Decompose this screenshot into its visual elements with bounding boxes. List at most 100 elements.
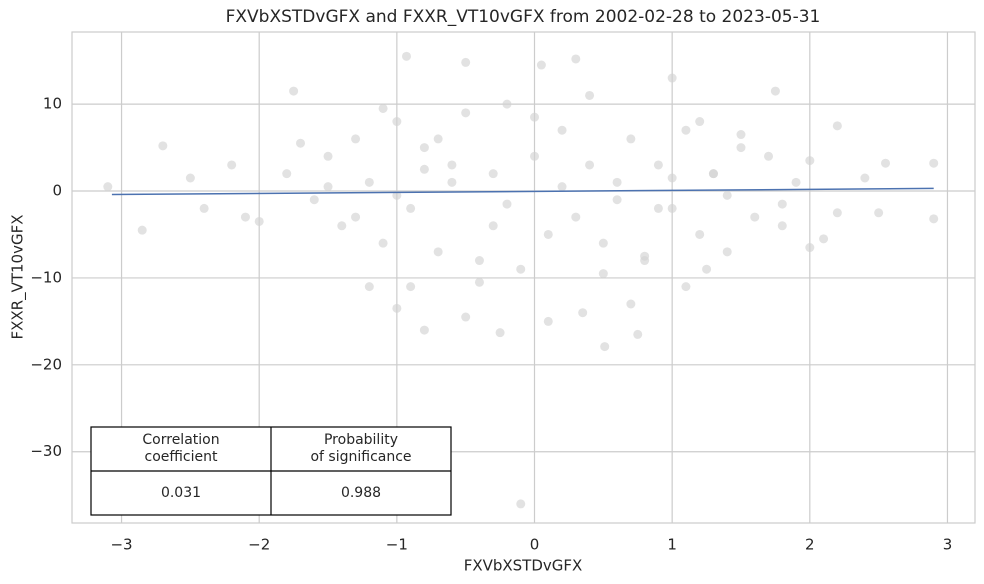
x-tick-label: 0 [530,536,540,554]
scatter-point [516,264,526,274]
scatter-point [708,169,718,179]
scatter-point [351,134,361,144]
y-tick-label: −30 [30,442,62,460]
scatter-point [378,103,388,113]
scatter-point [557,125,567,135]
scatter-point [227,160,237,170]
scatter-point [612,195,622,205]
scatter-point [571,212,581,222]
scatter-point [722,247,732,257]
scatter-point [282,169,292,179]
scatter-point [633,329,643,339]
scatter-point [406,203,416,213]
scatter-point [667,203,677,213]
scatter-point [805,243,815,253]
scatter-point [736,130,746,140]
scatter-point [419,325,429,335]
scatter-point [495,328,505,338]
scatter-point [419,143,429,153]
x-tick-label: 2 [805,536,815,554]
scatter-point [185,173,195,183]
scatter-point [695,117,705,127]
scatter-point [667,73,677,83]
x-tick-label: 1 [667,536,677,554]
table-header: Correlation [142,432,219,448]
y-tick-label: −10 [30,268,62,286]
scatter-point [392,117,402,127]
y-tick-label: −20 [30,355,62,373]
scatter-point [736,143,746,153]
scatter-point [401,51,411,61]
scatter-point [626,134,636,144]
table-value: 0.988 [341,485,381,501]
x-tick-label: −3 [110,536,132,554]
scatter-point [929,214,939,224]
scatter-point [543,229,553,239]
scatter-point [240,212,250,222]
scatter-point [557,182,567,192]
scatter-point [296,138,306,148]
scatter-point [289,86,299,96]
y-tick-label: 10 [43,95,62,113]
scatter-point [474,256,484,266]
scatter-point [791,177,801,187]
scatter-point [881,158,891,168]
scatter-point [600,342,610,352]
scatter-point [702,264,712,274]
scatter-point [536,60,546,70]
scatter-point [750,212,760,222]
scatter-point [447,160,457,170]
scatter-point [337,221,347,231]
scatter-point [254,216,264,226]
scatter-point [640,251,650,261]
scatter-point [502,99,512,109]
scatter-point [667,173,677,183]
scatter-point [722,190,732,200]
scatter-point [433,134,443,144]
scatter-point [543,316,553,326]
scatter-point [351,212,361,222]
scatter-point [530,112,540,122]
scatter-point [598,269,608,279]
scatter-point [488,221,498,231]
scatter-point [681,125,691,135]
scatter-point [502,199,512,209]
x-tick-label: −2 [248,536,270,554]
scatter-point [461,312,471,322]
regression-line [111,187,934,196]
scatter-point [516,499,526,509]
scatter-point [585,160,595,170]
scatter-point [323,182,333,192]
scatter-point [805,156,815,166]
table-header: of significance [310,449,411,465]
scatter-point [419,164,429,174]
scatter-point [103,182,113,192]
x-tick-label: −1 [386,536,408,554]
scatter-point [598,238,608,248]
scatter-point [626,299,636,309]
scatter-point [199,203,209,213]
scatter-point [578,308,588,318]
scatter-point [874,208,884,218]
scatter-point [571,54,581,64]
plot-frame [71,31,976,524]
x-axis-label: FXVbXSTDvGFX [464,557,583,575]
scatter-point [158,141,168,151]
scatter-point [309,195,319,205]
scatter-point [364,282,374,292]
scatter-point [137,225,147,235]
scatter-point [530,151,540,161]
scatter-point [832,121,842,131]
scatter-point [777,199,787,209]
table-value: 0.031 [161,485,201,501]
scatter-point [378,238,388,248]
y-axis-label: FXXR_VT10vGFX [9,214,28,339]
chart-title: FXVbXSTDvGFX and FXXR_VT10vGFX from 2002… [226,7,821,27]
scatter-point [474,277,484,287]
y-tick-label: 0 [52,182,62,200]
scatter-point [860,173,870,183]
scatter-point [770,86,780,96]
